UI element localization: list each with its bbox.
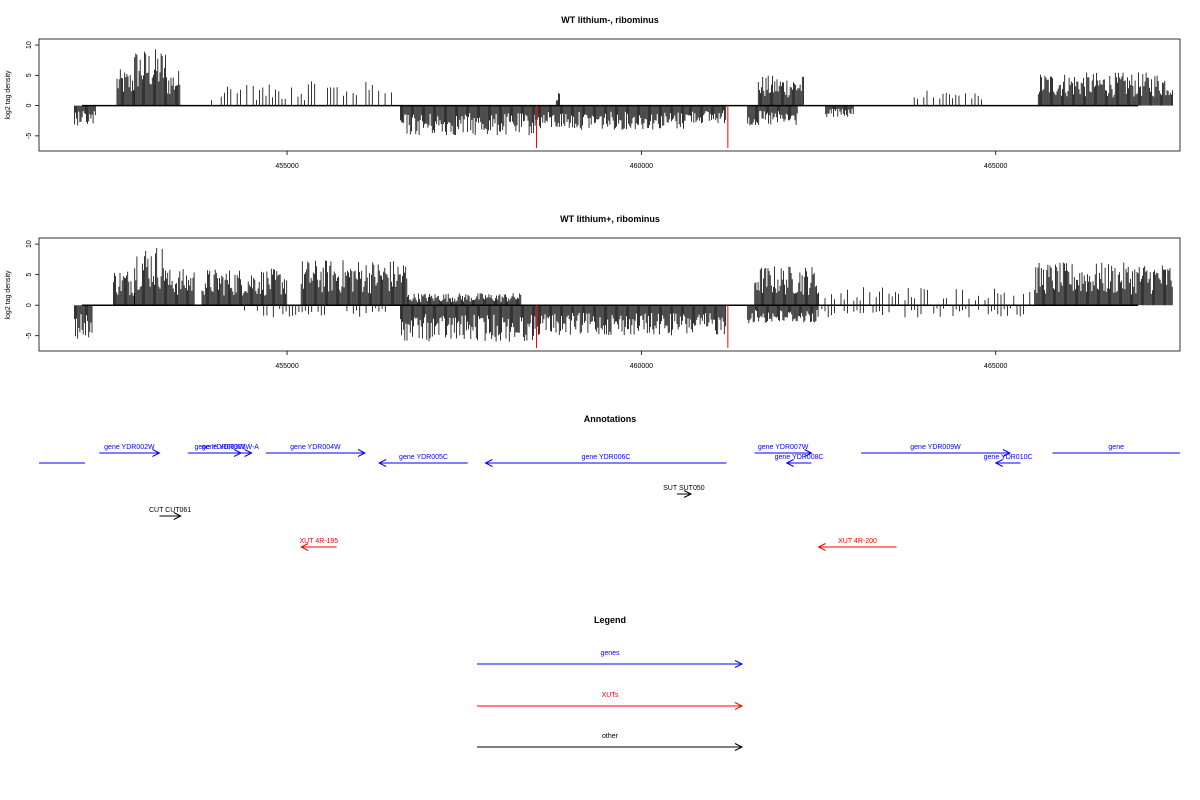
plot-frame [38,237,1181,352]
legend: Legend genes XUTs other [477,615,744,751]
annotation-feature: SUT SUT050 [663,485,705,498]
annotation-label: gene YDR004W [290,444,341,451]
y-tick-label: 0 [26,104,33,108]
annotation-label: gene YDR010C [984,454,1033,461]
x-axis: 455000 460000 465000 [275,151,1008,170]
plot-frame [38,38,1181,152]
annotation-feature: gene YDR003W-A [202,444,260,457]
annotation-label: XUT 4R-195 [300,538,339,545]
annotation-feature: XUT 4R-200 [817,538,897,551]
annotation-label: gene YDR007W [758,444,809,451]
y-axis-label: log2 tag density [5,70,12,120]
x-tick-label: 455000 [275,363,298,370]
annotation-label: gene YDR009W [910,444,961,451]
panel-lithium-minus: WT lithium-, ribominus log2 tag density … [5,15,1181,170]
annotation-label: gene YDR002W [104,444,155,451]
annotations-track: Annotations gene YDR002W gene YDR003Wgene… [39,414,1180,551]
annotation-label: gene YDR003W [194,444,245,451]
y-tick-label: 5 [26,273,33,277]
annotation-label: gene YDR008C [775,454,824,461]
x-tick-label: 460000 [630,163,653,170]
annotation-feature: gene YDR008C [775,454,824,467]
legend-label: XUTs [602,692,619,699]
y-tick-label: 5 [26,73,33,77]
signal-bars [74,49,1173,148]
x-tick-label: 465000 [984,163,1007,170]
panel-title: WT lithium-, ribominus [561,15,659,25]
panel-title: WT lithium+, ribominus [560,214,660,224]
annotation-label: XUT 4R-200 [838,538,877,545]
annotation-feature: gene YDR007W [754,444,813,457]
y-tick-label: -5 [26,133,33,139]
legend-entry: genes [477,650,744,668]
annotation-feature: gene YDR010C [984,454,1033,467]
y-tick-label: 10 [26,240,33,248]
annotation-label: gene YDR006C [582,454,631,461]
y-tick-label: 0 [26,303,33,307]
annotation-feature: gene YDR006C [484,454,727,467]
y-tick-label: 10 [26,41,33,49]
legend-items: genes XUTs other [477,650,744,751]
annotation-label: SUT SUT050 [663,485,705,492]
legend-label: other [602,733,619,740]
y-axis: -5 0 5 10 [26,240,39,339]
annotation-label: gene YDR003W-A [202,444,260,451]
y-axis: -5 0 5 10 [26,41,39,139]
legend-entry: XUTs [477,692,744,710]
annotation-label: gene [1108,444,1124,451]
annotation-feature: gene YDR009W [861,444,1012,457]
annotations-title: Annotations [584,414,637,424]
annotation-feature: gene YDR002W [99,444,161,457]
legend-label: genes [600,650,620,657]
annotation-feature: gene YDR005C [378,454,468,467]
legend-entry: other [477,733,744,751]
x-axis: 455000 460000 465000 [275,351,1008,370]
y-tick-label: -5 [26,333,33,339]
legend-title: Legend [594,615,626,625]
annotation-feature: CUT CUT061 [149,507,191,520]
x-tick-label: 460000 [630,363,653,370]
y-axis-label: log2 tag density [5,270,12,320]
annotation-label: gene YDR005C [399,454,448,461]
signal-bars [74,248,1173,348]
annotation-feature: gene YDR004W [265,444,367,457]
x-tick-label: 455000 [275,163,298,170]
annotation-feature: gene [1052,444,1180,454]
annotation-feature: XUT 4R-195 [300,538,339,551]
x-tick-label: 465000 [984,363,1007,370]
annotation-label: CUT CUT061 [149,507,191,514]
panel-lithium-plus: WT lithium+, ribominus log2 tag density … [5,214,1181,370]
